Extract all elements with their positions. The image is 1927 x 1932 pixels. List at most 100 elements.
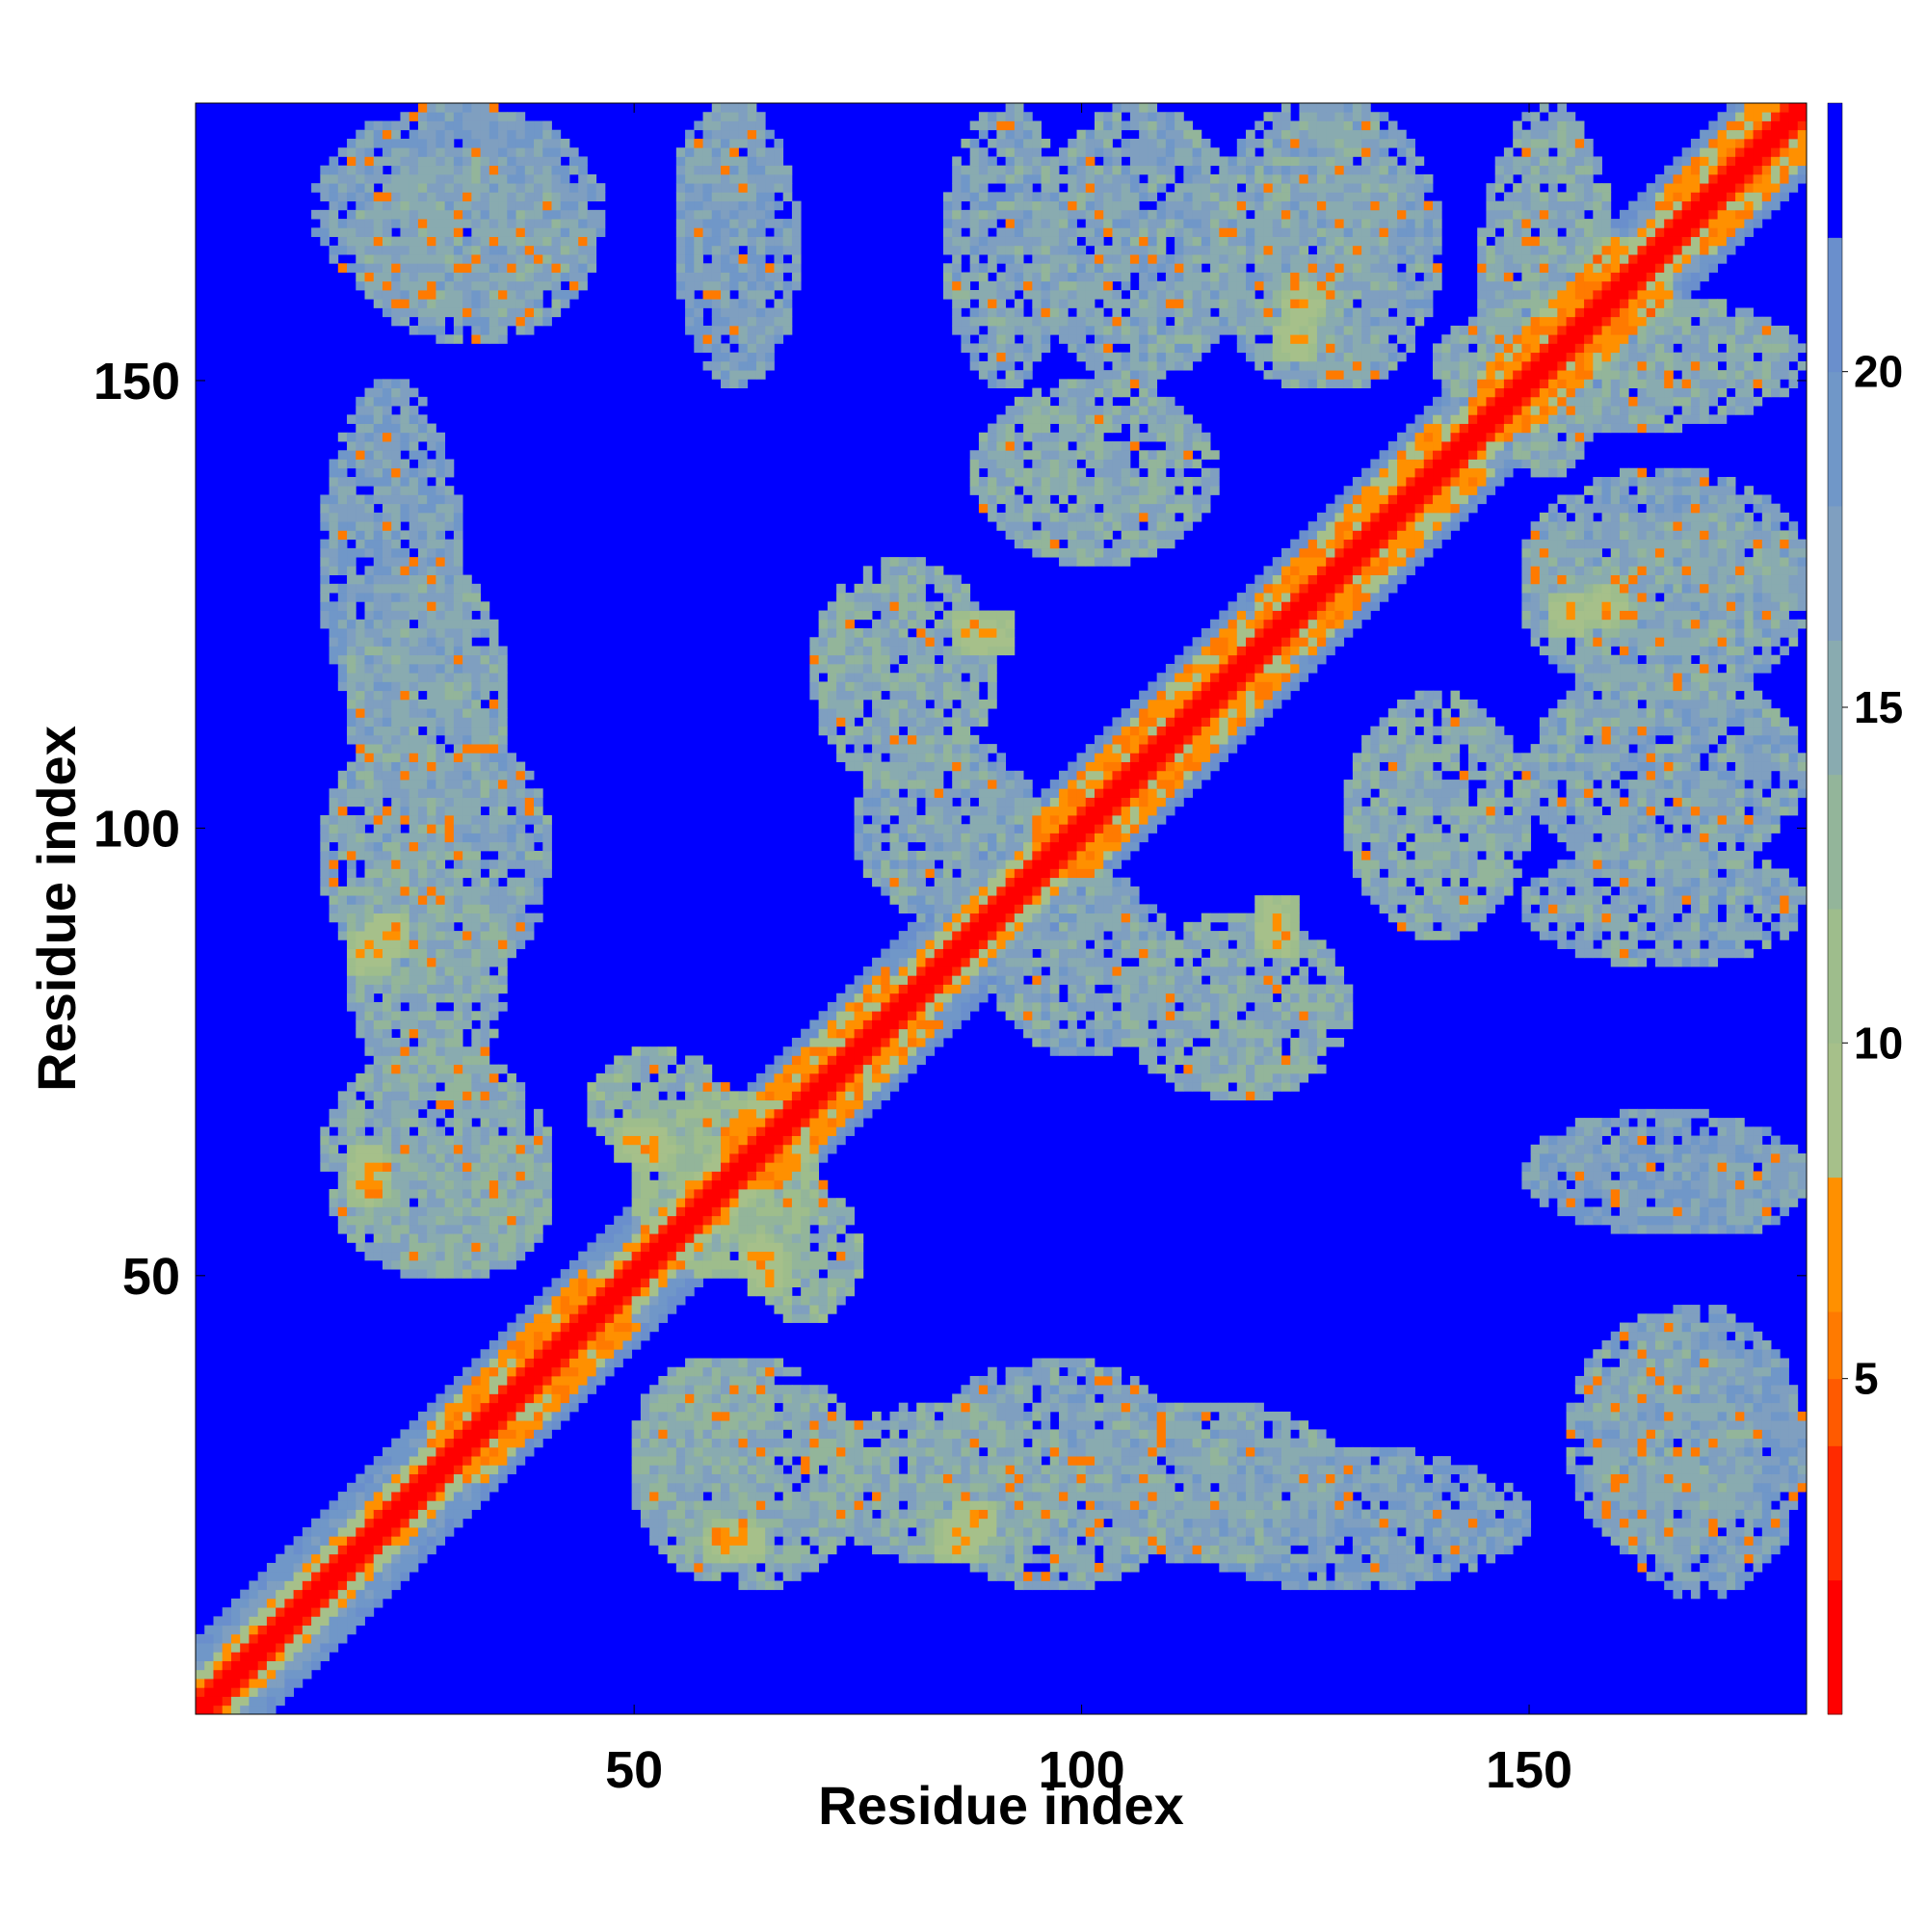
heatmap-cell: [488, 957, 499, 967]
heatmap-cell: [436, 1198, 446, 1207]
heatmap-cell: [462, 1269, 472, 1279]
heatmap-cell: [711, 1162, 722, 1172]
heatmap-cell: [453, 744, 463, 754]
heatmap-cell: [373, 1465, 383, 1474]
heatmap-cell: [507, 1091, 516, 1101]
heatmap-cell: [471, 780, 481, 789]
heatmap-cell: [391, 1198, 401, 1207]
heatmap-cell: [515, 761, 526, 772]
heatmap-cell: [515, 129, 526, 140]
heatmap-cell: [293, 1545, 304, 1555]
heatmap-cell: [373, 494, 383, 505]
heatmap-cell: [320, 1153, 330, 1163]
heatmap-cell: [694, 1572, 703, 1581]
heatmap-cell: [488, 1082, 499, 1092]
heatmap-cell: [836, 1278, 846, 1287]
heatmap-cell: [791, 1465, 802, 1474]
heatmap-cell: [711, 1518, 722, 1528]
heatmap-cell: [444, 895, 455, 905]
heatmap-cell: [311, 1607, 321, 1617]
heatmap-cell: [782, 1242, 793, 1253]
heatmap-cell: [417, 547, 428, 558]
heatmap-cell: [373, 379, 383, 388]
heatmap-cell: [462, 637, 472, 647]
heatmap-cell: [747, 1099, 757, 1110]
heatmap-cell: [675, 1429, 686, 1440]
heatmap-cell: [480, 663, 490, 674]
heatmap-cell: [471, 1429, 481, 1440]
heatmap-cell: [675, 200, 686, 211]
heatmap-cell: [337, 654, 348, 665]
heatmap-cell: [534, 1340, 543, 1350]
heatmap-cell: [721, 1215, 730, 1226]
heatmap-cell: [391, 432, 401, 442]
heatmap-cell: [729, 1269, 739, 1279]
heatmap-cell: [462, 1473, 472, 1484]
heatmap-cell: [515, 156, 526, 167]
heatmap-cell: [480, 236, 490, 247]
heatmap-cell: [818, 1153, 829, 1163]
heatmap-cell: [347, 734, 356, 745]
heatmap-cell: [257, 1572, 268, 1581]
heatmap-cell: [587, 1305, 597, 1314]
heatmap-cell: [436, 120, 446, 131]
heatmap-cell: [382, 1064, 392, 1074]
heatmap-cell: [721, 1153, 730, 1163]
heatmap-cell: [427, 459, 436, 469]
heatmap-cell: [417, 734, 428, 745]
heatmap-cell: [320, 1562, 330, 1573]
heatmap-cell: [488, 673, 499, 682]
heatmap-cell: [480, 165, 490, 175]
heatmap-cell: [534, 1215, 543, 1226]
heatmap-cell: [685, 307, 695, 318]
heatmap-cell: [320, 173, 330, 184]
heatmap-cell: [498, 699, 508, 709]
heatmap-cell: [747, 343, 757, 354]
heatmap-cell: [471, 219, 481, 228]
heatmap-cell: [320, 886, 330, 896]
heatmap-cell: [702, 129, 713, 140]
heatmap-cell: [417, 503, 428, 514]
heatmap-cell: [791, 1446, 802, 1457]
heatmap-cell: [782, 1482, 793, 1493]
heatmap-cell: [747, 1465, 757, 1474]
heatmap-cell: [347, 1188, 356, 1199]
heatmap-cell: [515, 219, 526, 228]
heatmap-cell: [453, 841, 463, 852]
heatmap-cell: [462, 1233, 472, 1243]
heatmap-cell: [595, 1259, 606, 1270]
heatmap-cell: [827, 1465, 837, 1474]
heatmap-cell: [436, 1465, 446, 1474]
heatmap-cell: [382, 1135, 392, 1146]
heatmap-cell: [417, 1019, 428, 1030]
heatmap-cell: [436, 841, 446, 852]
heatmap-cell: [827, 1411, 837, 1421]
heatmap-cell: [329, 1589, 339, 1600]
heatmap-cell: [222, 1625, 232, 1635]
heatmap-cell: [498, 1215, 508, 1226]
heatmap-cell: [791, 1224, 802, 1234]
heatmap-cell: [488, 1420, 499, 1430]
heatmap-cell: [347, 690, 356, 701]
heatmap-cell: [614, 1099, 623, 1110]
heatmap-cell: [488, 734, 499, 745]
heatmap-cell: [364, 503, 375, 514]
heatmap-cell: [587, 1099, 597, 1110]
heatmap-cell: [417, 931, 428, 940]
heatmap-cell: [551, 263, 562, 273]
heatmap-cell: [809, 1562, 820, 1573]
heatmap-cell: [694, 245, 703, 255]
heatmap-cell: [738, 192, 749, 202]
heatmap-cell: [382, 387, 392, 398]
heatmap-cell: [507, 209, 516, 220]
heatmap-cell: [498, 138, 508, 148]
heatmap-cell: [631, 1046, 642, 1056]
heatmap-cell: [382, 699, 392, 709]
heatmap-cell: [364, 476, 375, 487]
heatmap-cell: [738, 1251, 749, 1261]
heatmap-cell: [515, 289, 526, 300]
heatmap-cell: [364, 1562, 375, 1573]
heatmap-cell: [391, 1233, 401, 1243]
heatmap-cell: [347, 1118, 356, 1127]
heatmap-cell: [409, 1482, 419, 1493]
